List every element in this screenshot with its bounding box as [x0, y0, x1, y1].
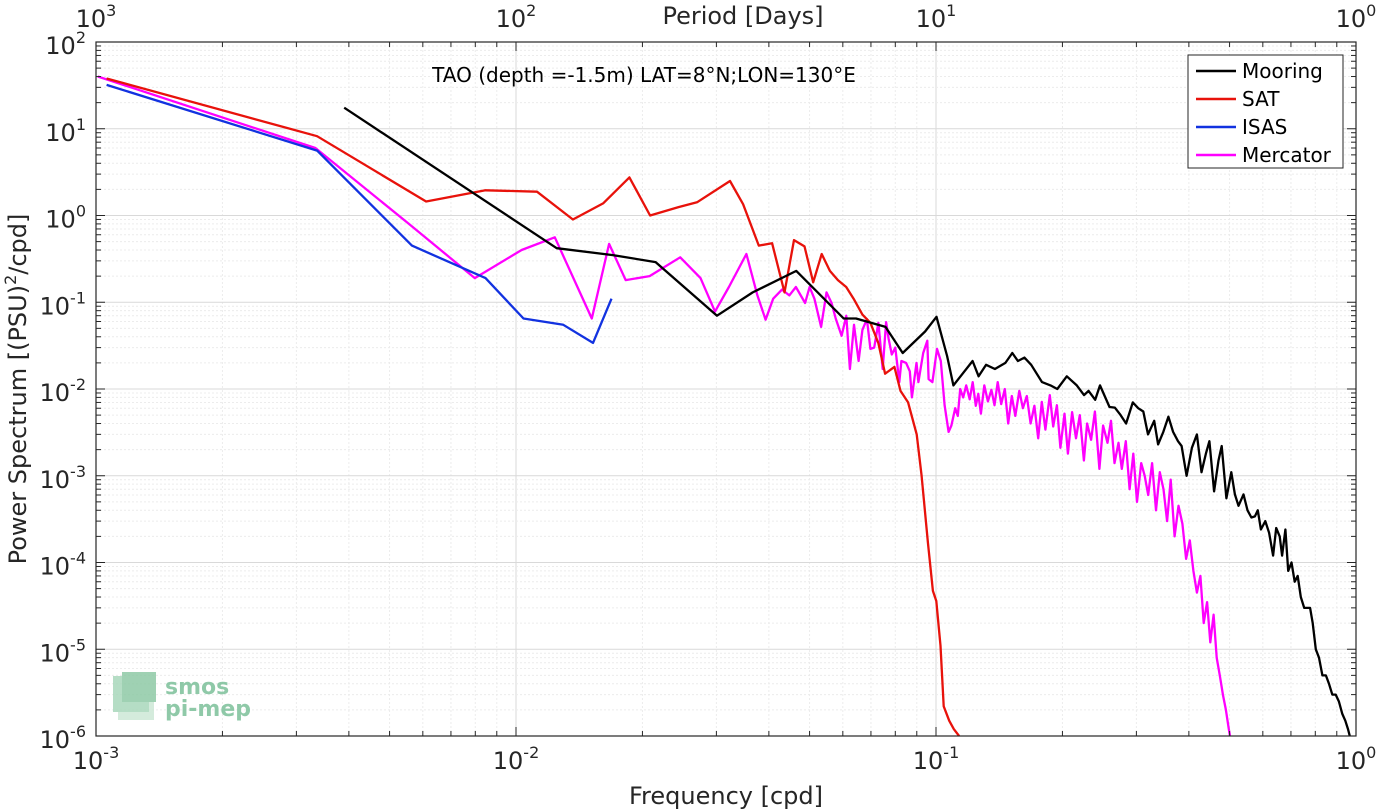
smos-pi-mep-logo: smos pi-mep: [113, 672, 251, 722]
logo-text-smos: smos: [165, 675, 229, 700]
legend-box: [1187, 54, 1344, 169]
y-axis-title: Power Spectrum [(PSU)2/cpd]: [1, 214, 32, 565]
y-tick-label: 10-6: [40, 722, 87, 754]
grid: [95, 42, 1356, 737]
series-layer: [97, 75, 1351, 736]
x2-tick-labels: 103 102 101 100: [76, 1, 1377, 33]
x2-tick-label: 103: [76, 1, 117, 33]
series-line-mercator: [97, 75, 1232, 736]
legend-label-isas: ISAS: [1242, 115, 1287, 139]
y-tick-label: 10-2: [40, 375, 87, 407]
x2-axis-title: Period [Days]: [662, 2, 823, 30]
x-tick-label: 10-1: [913, 743, 960, 775]
legend-label-mooring: Mooring: [1242, 59, 1323, 83]
y-tick-label: 10-1: [40, 288, 87, 320]
y-tick-label: 10-3: [40, 462, 87, 494]
series-line-mooring: [343, 106, 1351, 736]
series-line-sat: [106, 77, 961, 736]
ticks: [95, 41, 1357, 737]
x-tick-labels: 10-3 10-2 10-1 100: [73, 743, 1377, 775]
x-tick-label: 100: [1336, 743, 1377, 775]
x-axis-title: Frequency [cpd]: [629, 782, 823, 809]
y-tick-label: 102: [45, 28, 86, 60]
y-tick-labels: 102 101 100 10-1 10-2 10-3 10-4 10-5 10-6: [40, 28, 87, 754]
legend-label-sat: SAT: [1242, 87, 1280, 111]
x-tick-label: 10-2: [493, 743, 540, 775]
legend-label-mercator: Mercator: [1242, 143, 1332, 167]
y-tick-label: 100: [45, 202, 86, 234]
x2-tick-label: 100: [1336, 1, 1377, 33]
series-line-isas: [106, 83, 613, 345]
y-tick-label: 10-5: [40, 635, 87, 667]
x2-tick-label: 101: [916, 1, 957, 33]
x-tick-label: 10-3: [73, 743, 120, 775]
y-tick-label: 10-4: [40, 549, 87, 581]
logo-text-pi-mep: pi-mep: [165, 697, 251, 722]
legend: Mooring SAT ISAS Mercator: [1187, 54, 1344, 169]
y-tick-label: 101: [45, 115, 86, 147]
x2-tick-label: 102: [496, 1, 537, 33]
chart-title: TAO (depth =-1.5m) LAT=8°N;LON=130°E: [431, 63, 856, 87]
